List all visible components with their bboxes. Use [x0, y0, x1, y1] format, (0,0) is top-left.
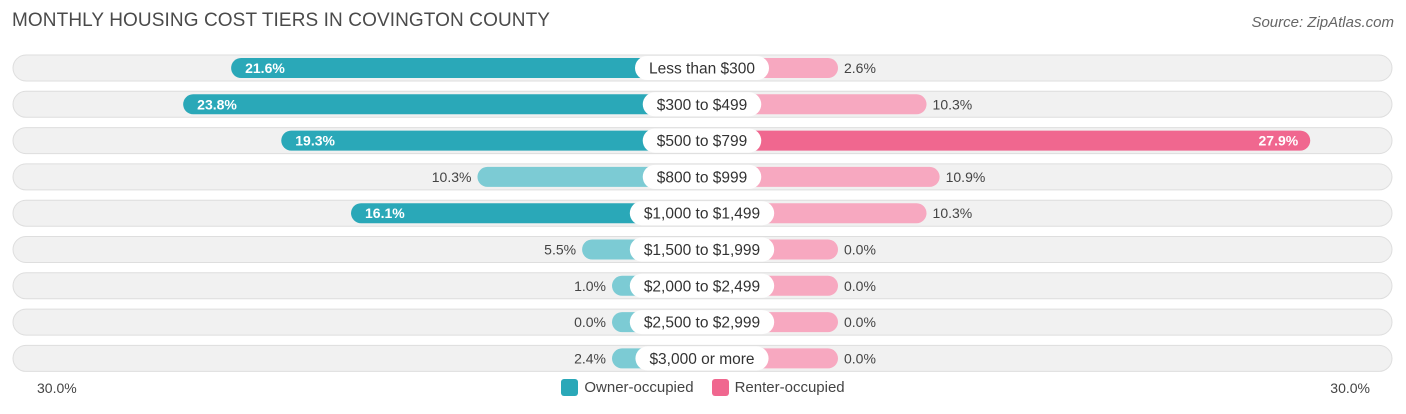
owner-value-label: 16.1%: [365, 205, 405, 221]
owner-value-label: 23.8%: [197, 96, 237, 112]
renter-value-label: 2.6%: [844, 60, 876, 76]
category-label: $500 to $799: [657, 133, 748, 150]
legend-swatch-owner: [561, 379, 579, 396]
renter-value-label: 0.0%: [844, 278, 876, 294]
category-pill: [642, 92, 762, 117]
category-label: $2,500 to $2,999: [644, 315, 760, 332]
category-label: $300 to $499: [657, 97, 748, 114]
owner-bar: [183, 94, 702, 115]
owner-value-label: 19.3%: [295, 133, 335, 149]
renter-value-label: 27.9%: [1259, 133, 1299, 149]
renter-value-label: 10.3%: [933, 96, 973, 112]
owner-bar: [231, 58, 702, 78]
category-pill: [629, 237, 775, 262]
owner-value-label: 21.6%: [245, 60, 285, 76]
owner-bar: [351, 203, 702, 224]
owner-value-label: 1.0%: [574, 278, 606, 294]
category-pill: [629, 273, 775, 298]
category-pill: [635, 346, 769, 371]
axis-label-left: 30.0%: [37, 380, 77, 396]
category-label: $3,000 or more: [649, 351, 754, 368]
legend-label-owner: Owner-occupied: [584, 379, 694, 396]
category-label: $800 to $999: [657, 169, 748, 186]
renter-value-label: 10.3%: [933, 205, 973, 221]
axis-label-right: 30.0%: [1330, 380, 1370, 396]
owner-value-label: 2.4%: [574, 350, 606, 366]
chart-source: Source: ZipAtlas.com: [1251, 14, 1394, 31]
legend-item-renter: Renter-occupied: [711, 379, 845, 396]
legend-label-renter: Renter-occupied: [734, 379, 845, 396]
owner-value-label: 5.5%: [544, 242, 576, 258]
category-pill: [642, 128, 762, 153]
category-pill: [629, 310, 775, 335]
category-pill: [629, 201, 775, 226]
chart-title: MONTHLY HOUSING COST TIERS IN COVINGTON …: [12, 10, 551, 31]
renter-value-label: 10.9%: [946, 169, 986, 185]
owner-value-label: 10.3%: [432, 169, 472, 185]
chart-legend: Owner-occupied Renter-occupied: [0, 379, 1406, 396]
diverging-bar-chart: 21.6% 2.6% Less than $300 23.8% 10.3% $300 to…: [12, 54, 1393, 372]
renter-value-label: 0.0%: [844, 242, 876, 258]
category-pill: [642, 164, 762, 189]
category-label: $1,500 to $1,999: [644, 242, 760, 259]
category-label: $1,000 to $1,499: [644, 206, 760, 223]
category-pill: [634, 56, 770, 80]
owner-value-label: 0.0%: [574, 314, 606, 330]
renter-bar: [702, 130, 1311, 151]
owner-bar: [281, 130, 702, 151]
category-label: Less than $300: [649, 61, 755, 78]
renter-value-label: 0.0%: [844, 314, 876, 330]
legend-item-owner: Owner-occupied: [561, 379, 694, 396]
legend-swatch-renter: [711, 379, 729, 396]
renter-bar: [702, 166, 940, 187]
renter-value-label: 0.0%: [844, 350, 876, 366]
category-label: $2,000 to $2,499: [644, 278, 760, 295]
